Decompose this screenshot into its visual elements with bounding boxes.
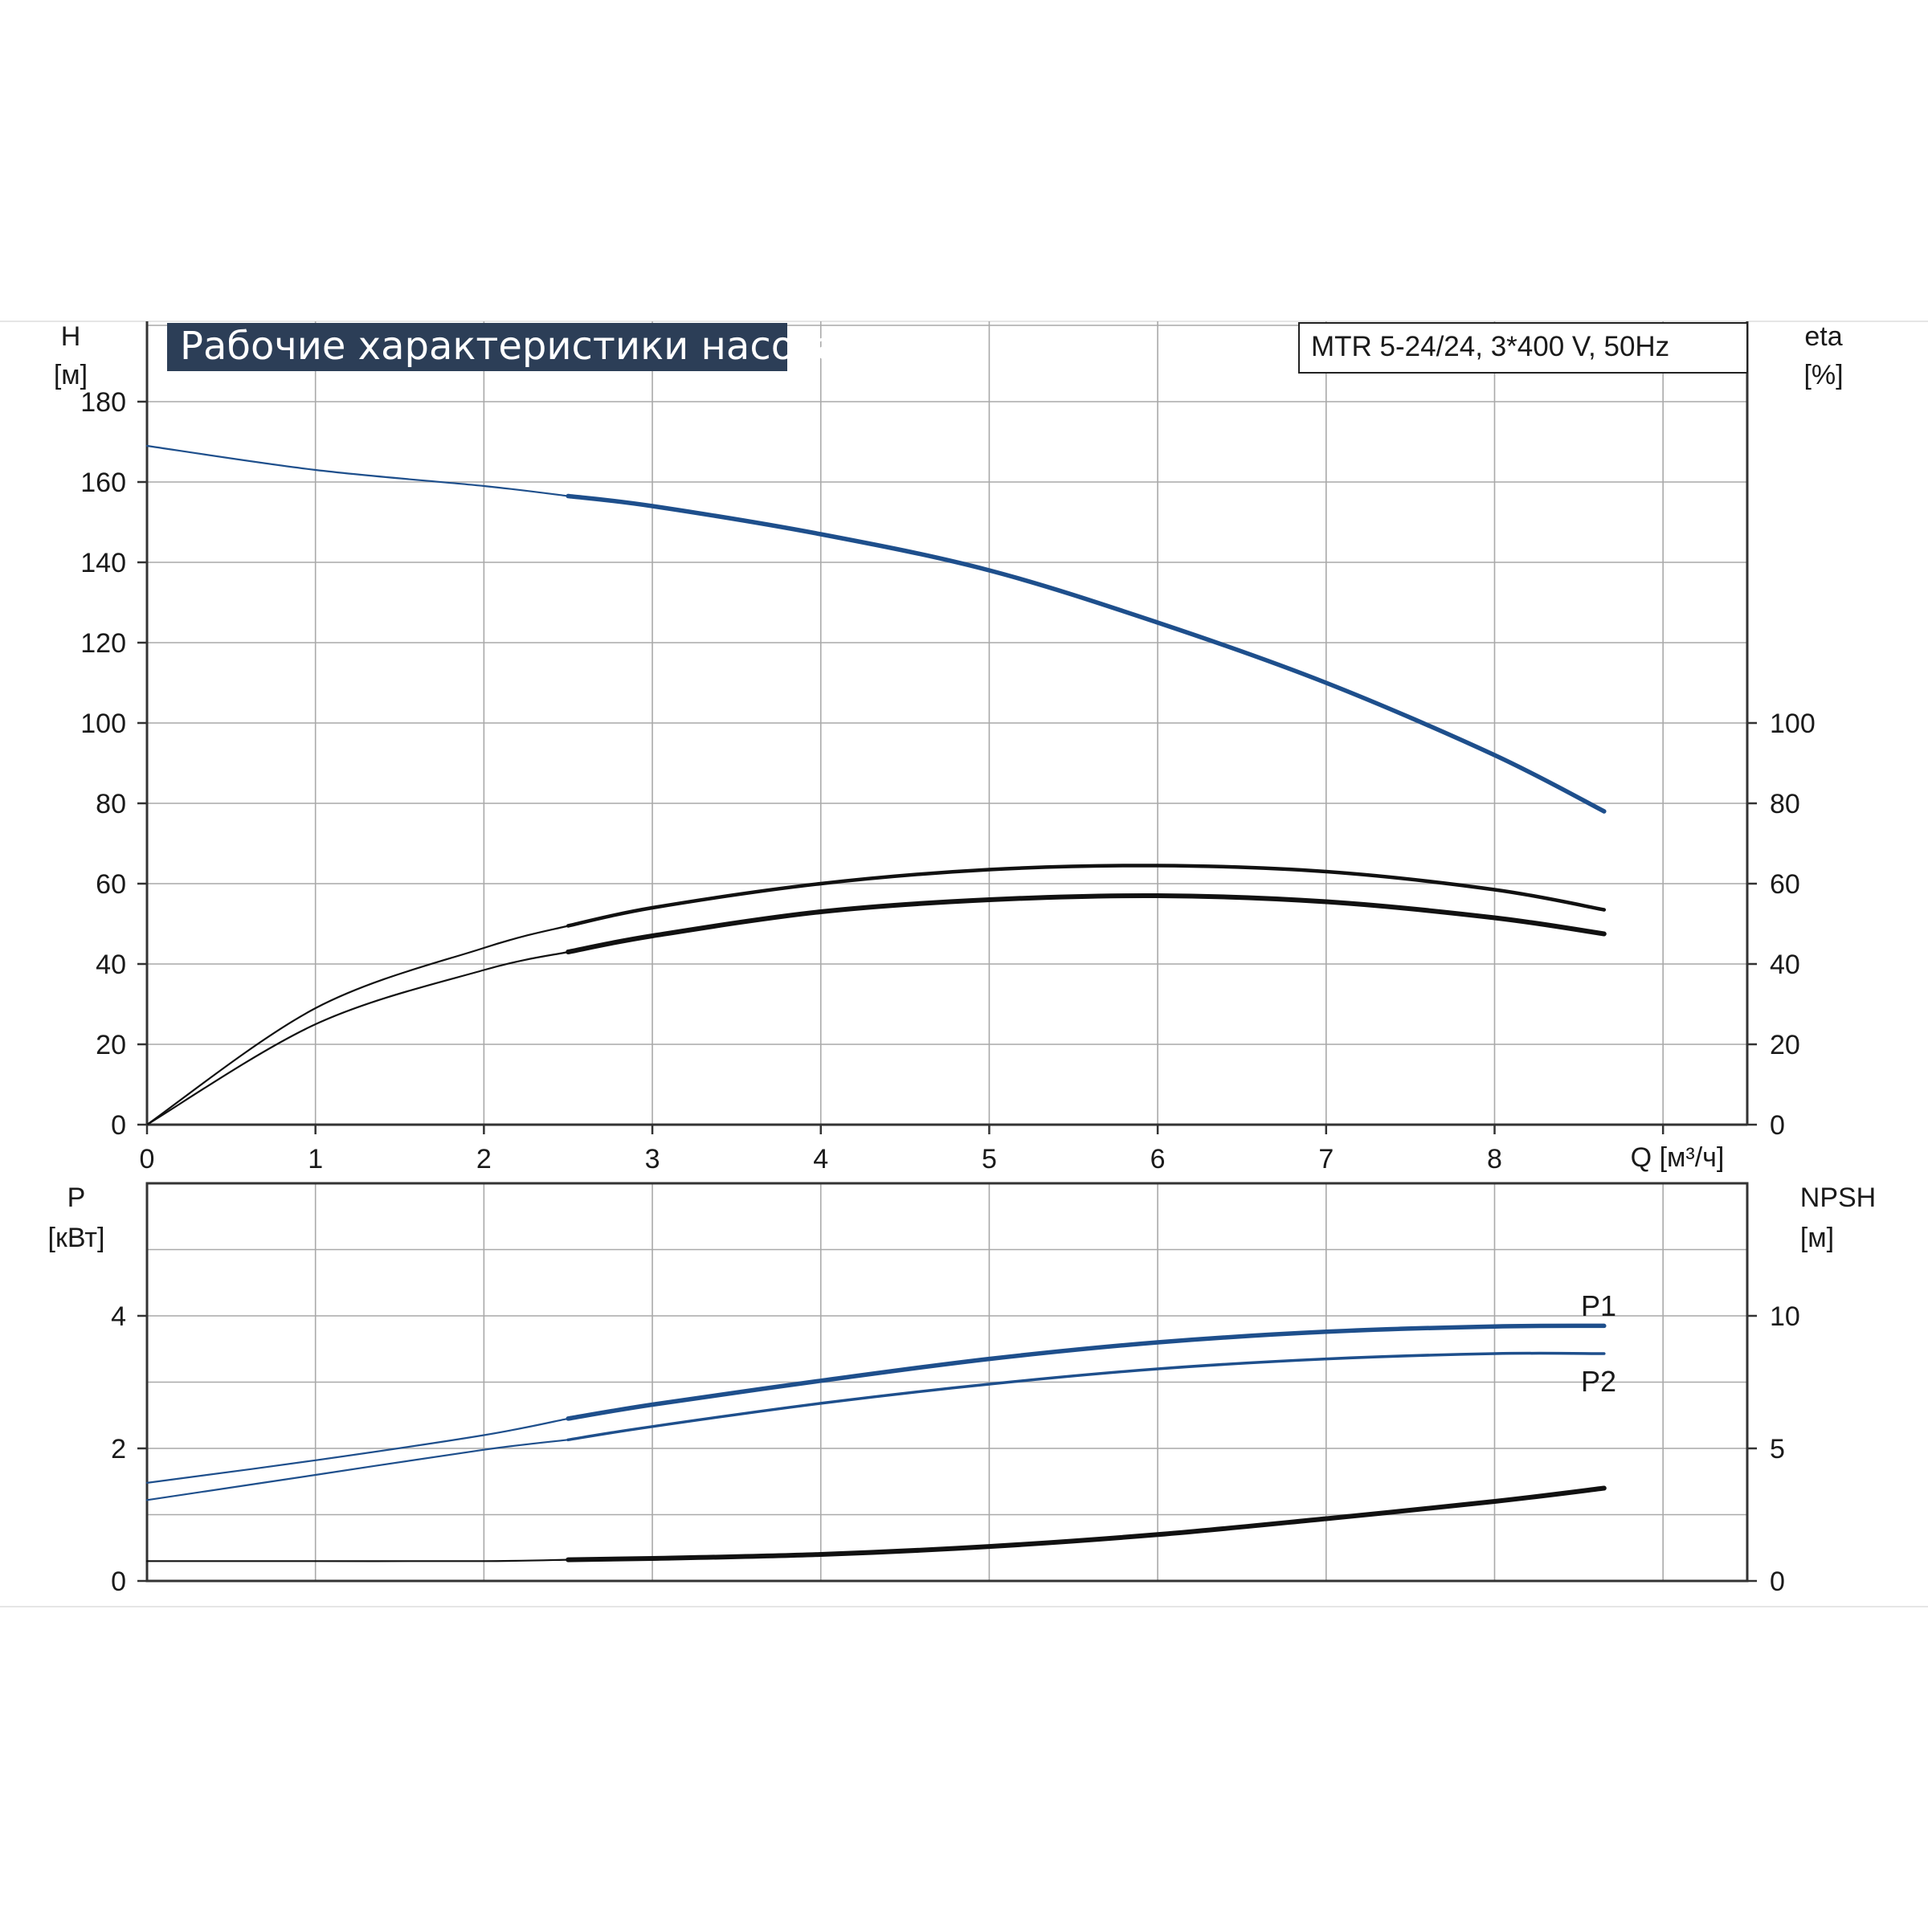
bottom-panel-frame bbox=[145, 1182, 1749, 1583]
bottom-panel-grid bbox=[145, 1182, 1749, 1583]
top-panel-series bbox=[145, 444, 1607, 1126]
y-tick-label: 80 bbox=[96, 789, 126, 819]
y2-tick-label: 0 bbox=[1770, 1110, 1785, 1141]
y-tick-label: 4 bbox=[111, 1301, 126, 1332]
x-tick-label: 6 bbox=[1150, 1144, 1166, 1174]
y-tick-label: 100 bbox=[80, 709, 126, 739]
y-tick-label: 140 bbox=[80, 548, 126, 578]
y-tick-label: 160 bbox=[80, 468, 126, 498]
chart-title: Рабочие характеристики насоса bbox=[180, 324, 839, 369]
head-curve-thin bbox=[145, 444, 570, 497]
y-tick-label: 120 bbox=[80, 628, 126, 659]
y-tick-label: 180 bbox=[80, 387, 126, 418]
y2-tick-label: 40 bbox=[1770, 950, 1800, 980]
y2-tick-label: 10 bbox=[1770, 1301, 1800, 1332]
efficiency-curve-outer-thin bbox=[145, 925, 570, 1126]
model-box bbox=[1298, 322, 1748, 374]
y-tick-label: 0 bbox=[111, 1110, 126, 1141]
head-curve-thick bbox=[566, 493, 1607, 814]
y2-axis-unit-npsh: [м] bbox=[1800, 1223, 1834, 1253]
x-tick-label: 7 bbox=[1318, 1144, 1334, 1174]
series-label-p2: P2 bbox=[1581, 1365, 1616, 1398]
title-box bbox=[167, 323, 787, 371]
bottom-panel-series bbox=[145, 1323, 1607, 1562]
x-tick-label: 0 bbox=[140, 1144, 155, 1174]
y2-axis-label-eta: eta bbox=[1804, 321, 1842, 352]
y2-tick-label: 20 bbox=[1770, 1030, 1800, 1060]
y-axis-unit-h: [м] bbox=[54, 360, 88, 390]
y-axis-unit-p: [кВт] bbox=[48, 1223, 105, 1253]
series-label-p1: P1 bbox=[1581, 1289, 1616, 1322]
npsh-curve-thin bbox=[145, 1558, 570, 1562]
x-tick-label: 4 bbox=[813, 1144, 828, 1174]
y2-axis-unit-eta: [%] bbox=[1803, 360, 1843, 390]
y-tick-label: 0 bbox=[111, 1566, 126, 1597]
y2-tick-label: 5 bbox=[1770, 1434, 1785, 1464]
y-tick-label: 60 bbox=[96, 869, 126, 900]
x-tick-label: 8 bbox=[1487, 1144, 1502, 1174]
y2-tick-label: 100 bbox=[1770, 709, 1816, 739]
y2-axis-label-npsh: NPSH bbox=[1800, 1182, 1876, 1213]
x-tick-label: 3 bbox=[645, 1144, 660, 1174]
x-tick-label: 1 bbox=[308, 1144, 323, 1174]
p2-curve-thick bbox=[566, 1351, 1606, 1442]
x-axis-label: Q [м³/ч] bbox=[1631, 1142, 1725, 1173]
p2-curve-thin bbox=[145, 1439, 570, 1501]
y2-tick-label: 80 bbox=[1770, 789, 1800, 819]
y-axis-label-p: P bbox=[67, 1182, 86, 1213]
p1-curve-thin bbox=[145, 1417, 570, 1484]
top-panel-grid bbox=[145, 321, 1749, 1126]
x-tick-label: 5 bbox=[982, 1144, 997, 1174]
efficiency-curve-inner-thick bbox=[566, 892, 1607, 954]
model-label: MTR 5-24/24, 3*400 V, 50Hz bbox=[1311, 331, 1669, 362]
y-tick-label: 20 bbox=[96, 1030, 126, 1060]
x-tick-label: 2 bbox=[476, 1144, 492, 1174]
y-tick-label: 40 bbox=[96, 950, 126, 980]
efficiency-curve-outer-thick bbox=[566, 864, 1607, 928]
y-tick-label: 2 bbox=[111, 1434, 126, 1464]
y-axis-label-h: H bbox=[61, 321, 81, 352]
y2-tick-label: 60 bbox=[1770, 869, 1800, 900]
y2-tick-label: 0 bbox=[1770, 1566, 1785, 1597]
npsh-curve-thick bbox=[566, 1485, 1607, 1562]
p1-curve-thick bbox=[566, 1323, 1607, 1421]
efficiency-curve-inner-thin bbox=[145, 950, 570, 1126]
